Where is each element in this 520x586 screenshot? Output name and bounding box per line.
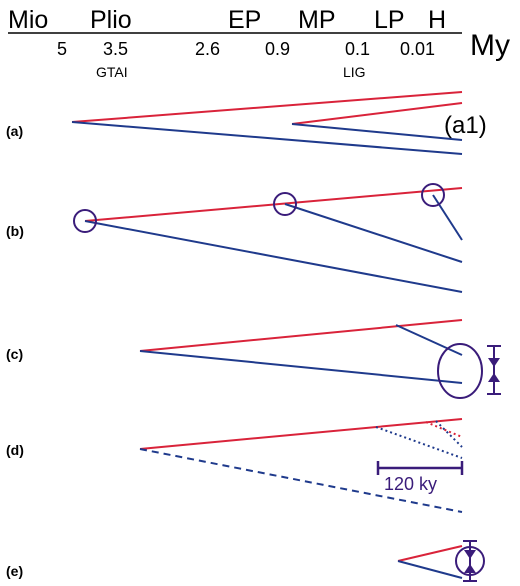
panel-d-red-lineage (139, 418, 463, 450)
panel-b-blue-lineage (84, 220, 463, 293)
arrow-up-icon (488, 373, 500, 382)
panel-e: (e) (6, 540, 485, 582)
panel-d: (d) 120 ky (6, 418, 464, 513)
age-3-5: 3.5 (103, 39, 128, 59)
epoch-pliocene: Plio (90, 6, 132, 34)
arrow-up-icon (464, 564, 476, 573)
panel-d-label: (d) (6, 442, 24, 458)
panel-a-red-branch (291, 102, 463, 125)
panel-d-scale-bar: 120 ky (376, 461, 464, 494)
arrow-down-icon (464, 550, 476, 559)
age-0-01: 0.01 (400, 39, 435, 59)
arrow-down-icon (488, 358, 500, 367)
panel-a-blue-branch (291, 123, 463, 141)
panel-b-blue-branch-1 (284, 203, 463, 263)
panel-c-blue-lineage (139, 350, 463, 384)
panel-a-red-lineage (71, 91, 463, 123)
panel-c: (c) (6, 319, 501, 399)
panel-b-blue-branch-2 (432, 194, 463, 241)
panel-b-node-circle-2 (273, 192, 297, 216)
panel-d-blue-dotted-branch-2 (435, 420, 463, 448)
panel-a-blue-lineage (71, 121, 463, 155)
panel-d-red-dotted-branch (425, 421, 463, 438)
panel-e-red-lineage (397, 545, 463, 562)
age-0-1: 0.1 (345, 39, 370, 59)
panel-d-blue-dotted-branch-1 (375, 426, 463, 459)
epoch-miocene: Mio (8, 6, 48, 34)
epoch-early-pleistocene: EP (228, 6, 261, 34)
age-0-9: 0.9 (265, 39, 290, 59)
panel-a1-label: (a1) (444, 112, 487, 139)
event-gtai: GTAI (96, 64, 128, 80)
panel-c-convergence-marker (487, 345, 501, 395)
epoch-holocene: H (428, 6, 446, 34)
panel-e-convergence-marker (463, 540, 477, 582)
panel-a-label: (a) (6, 123, 23, 139)
panel-e-blue-lineage (397, 560, 463, 579)
panel-d-scale-label: 120 ky (384, 474, 437, 494)
panel-c-ellipse (437, 343, 483, 399)
panel-c-red-lineage (139, 319, 463, 352)
event-lig: LIG (343, 64, 366, 80)
panel-b-node-circle-1 (73, 209, 97, 233)
panel-c-label: (c) (6, 346, 23, 362)
panel-e-label: (e) (6, 563, 23, 579)
unit-my: My (470, 29, 510, 62)
panel-d-blue-dashed-lineage (139, 448, 463, 513)
panel-b-node-circle-3 (421, 183, 445, 207)
panel-a: (a) (a1) (6, 91, 487, 155)
age-2-6: 2.6 (195, 39, 220, 59)
age-5: 5 (57, 39, 67, 59)
panel-b-label: (b) (6, 223, 24, 239)
panel-c-blue-branch (395, 324, 463, 356)
epoch-middle-pleistocene: MP (298, 6, 336, 34)
panel-b: (b) (6, 183, 463, 293)
time-header: Mio Plio EP MP LP H 5 3.5 2.6 0.9 0.1 0.… (8, 6, 510, 80)
epoch-late-pleistocene: LP (374, 6, 405, 34)
